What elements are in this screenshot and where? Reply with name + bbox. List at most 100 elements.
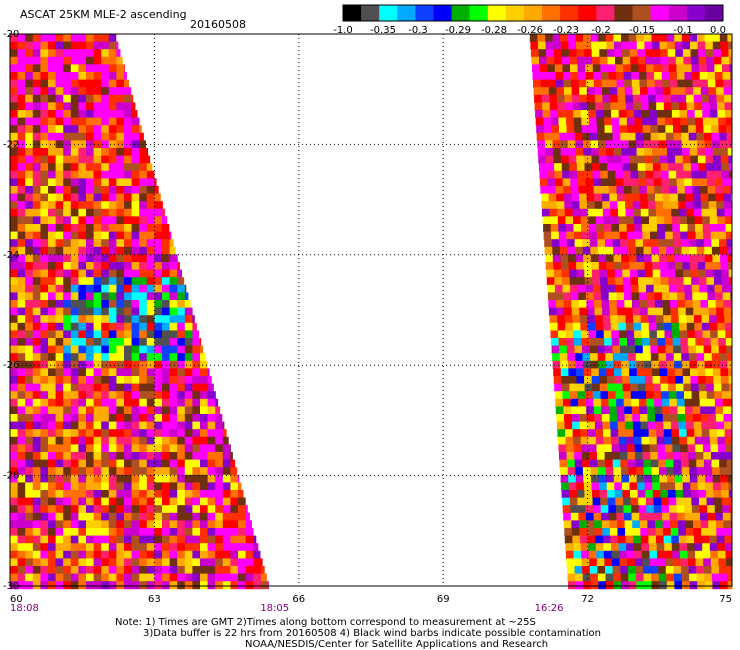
swath-cell [124, 406, 132, 415]
swath-cell [146, 338, 155, 346]
swath-cell [612, 345, 621, 354]
swath-cell [682, 148, 691, 156]
swath-cell [582, 246, 591, 255]
swath-cell [245, 535, 254, 544]
swath-cell [669, 186, 678, 194]
swath-cell [70, 429, 79, 438]
swath-cell [597, 566, 606, 574]
swath-cell [630, 284, 639, 293]
swath-cell [55, 170, 64, 179]
swath-cell [617, 528, 626, 536]
swath-cell [101, 345, 110, 354]
swath-cell [40, 64, 49, 73]
colorbar-swatch [524, 5, 543, 21]
swath-cell [696, 239, 705, 248]
swath-cell [588, 117, 597, 126]
swath-cell [169, 474, 178, 483]
swath-cell [192, 550, 201, 559]
swath-cell [613, 474, 622, 483]
swath-cell [169, 497, 178, 506]
swath-cell [124, 125, 132, 134]
swath-cell [721, 56, 730, 65]
swath-cell [70, 155, 79, 164]
swath-cell [691, 64, 700, 73]
swath-cell [537, 34, 546, 42]
swath-cell [728, 490, 733, 498]
swath-cell [542, 102, 551, 111]
swath-cell [658, 345, 666, 354]
swath-cell [656, 102, 665, 111]
swath-cell [633, 543, 642, 552]
swath-cell [587, 94, 596, 103]
swath-cell [25, 360, 34, 369]
swath-cell [727, 581, 733, 590]
swath-cell [116, 398, 125, 407]
swath-cell [192, 452, 201, 460]
swath-cell [169, 398, 178, 407]
swath-cell [572, 102, 581, 111]
swath-cell [715, 414, 724, 422]
swath-cell [124, 573, 132, 582]
swath-cell [665, 459, 674, 468]
swath-cell [657, 224, 666, 232]
swath-cell [40, 330, 49, 339]
swath-cell [573, 338, 582, 346]
swath-cell [146, 322, 155, 331]
swath-cell [677, 520, 686, 529]
swath-cell [146, 269, 155, 278]
swath-cell [640, 208, 649, 217]
swath-cell [565, 429, 573, 438]
swath-cell [215, 452, 224, 460]
swath-cell [577, 505, 586, 514]
swath-cell [139, 155, 148, 164]
swath-cell [116, 231, 125, 240]
swath-cell [572, 535, 581, 544]
swath-cell [621, 474, 630, 483]
swath-cell [108, 277, 117, 286]
swath-cell [70, 208, 79, 217]
swath-cell [538, 49, 547, 58]
swath-cell [622, 376, 631, 384]
swath-cell [627, 558, 636, 567]
swath-cell [658, 467, 667, 476]
swath-cell [587, 102, 596, 111]
swath-cell [563, 512, 572, 521]
swath-cell [706, 56, 715, 65]
swath-cell [624, 186, 632, 194]
swath-cell [670, 201, 679, 210]
swath-cell [207, 406, 216, 415]
swath-cell [154, 490, 163, 498]
swath-cell [578, 186, 587, 194]
swath-cell [643, 140, 652, 149]
swath-cell [619, 224, 628, 232]
swath-cell [93, 406, 102, 415]
colorbar-label: -0.35 [370, 25, 396, 36]
swath-cell [650, 452, 659, 460]
swath-cell [10, 300, 18, 308]
swath-cell [162, 246, 170, 255]
swath-cell [562, 284, 571, 293]
swath-cell [192, 368, 201, 377]
colorbar-label: -0.15 [629, 25, 655, 36]
swath-cell [40, 558, 49, 567]
swath-cell [609, 201, 618, 210]
swath-cell [656, 208, 664, 217]
swath-cell [200, 383, 208, 392]
swath-cell [116, 64, 125, 73]
swath-cell [40, 444, 49, 453]
swath-cell [192, 543, 201, 552]
swath-cell [93, 64, 102, 73]
swath-cell [553, 376, 562, 384]
swath-cell [638, 391, 647, 400]
swath-cell [576, 269, 585, 278]
swath-cell [678, 208, 687, 217]
swath-cell [591, 474, 599, 483]
swath-cell [17, 262, 26, 270]
swath-cell [101, 482, 110, 491]
swath-cell [17, 148, 26, 156]
swath-cell [10, 79, 18, 88]
swath-cell [184, 315, 193, 324]
swath-cell [70, 345, 79, 354]
swath-cell [63, 566, 72, 574]
swath-cell [48, 482, 56, 491]
